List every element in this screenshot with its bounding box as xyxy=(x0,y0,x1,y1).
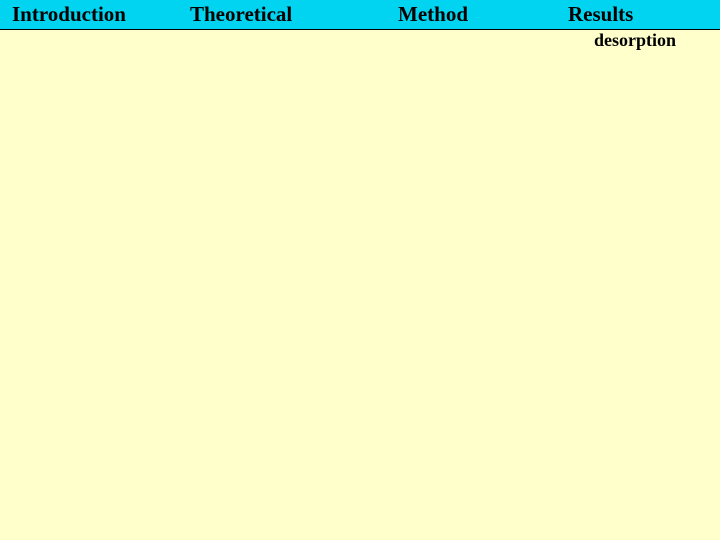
subtitle-text: desorption xyxy=(594,30,676,51)
tab-bar: Introduction Theoretical Method Results xyxy=(0,0,720,30)
tab-method[interactable]: Method xyxy=(386,2,556,27)
slide-container: Introduction Theoretical Method Results … xyxy=(0,0,720,540)
content-area xyxy=(0,54,720,540)
tab-results[interactable]: Results xyxy=(556,2,720,27)
subtitle-bar: desorption xyxy=(0,30,720,54)
tab-theoretical[interactable]: Theoretical xyxy=(178,2,386,27)
tab-introduction[interactable]: Introduction xyxy=(0,2,178,27)
